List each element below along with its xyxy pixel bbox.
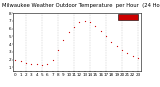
Text: Milwaukee Weather Outdoor Temperature  per Hour  (24 Hours): Milwaukee Weather Outdoor Temperature pe… <box>2 3 160 8</box>
Point <box>78 22 81 23</box>
Point <box>73 26 75 28</box>
Point <box>41 64 43 66</box>
Point <box>126 52 129 53</box>
Point <box>89 22 91 23</box>
Point <box>137 57 139 59</box>
Point <box>132 55 134 56</box>
Point <box>116 45 118 46</box>
Point <box>121 49 123 50</box>
Bar <box>118 14 138 20</box>
Point <box>94 26 97 27</box>
Point <box>14 59 17 60</box>
Point <box>84 20 86 21</box>
Point <box>46 63 49 64</box>
Point <box>20 61 22 62</box>
Point <box>36 64 38 65</box>
Point <box>110 41 113 43</box>
Point <box>105 36 107 37</box>
Point <box>25 62 27 64</box>
Point <box>52 59 54 60</box>
Point <box>62 40 65 41</box>
Point <box>100 30 102 32</box>
Point <box>68 32 70 33</box>
Point <box>57 50 59 51</box>
Point <box>30 63 33 64</box>
